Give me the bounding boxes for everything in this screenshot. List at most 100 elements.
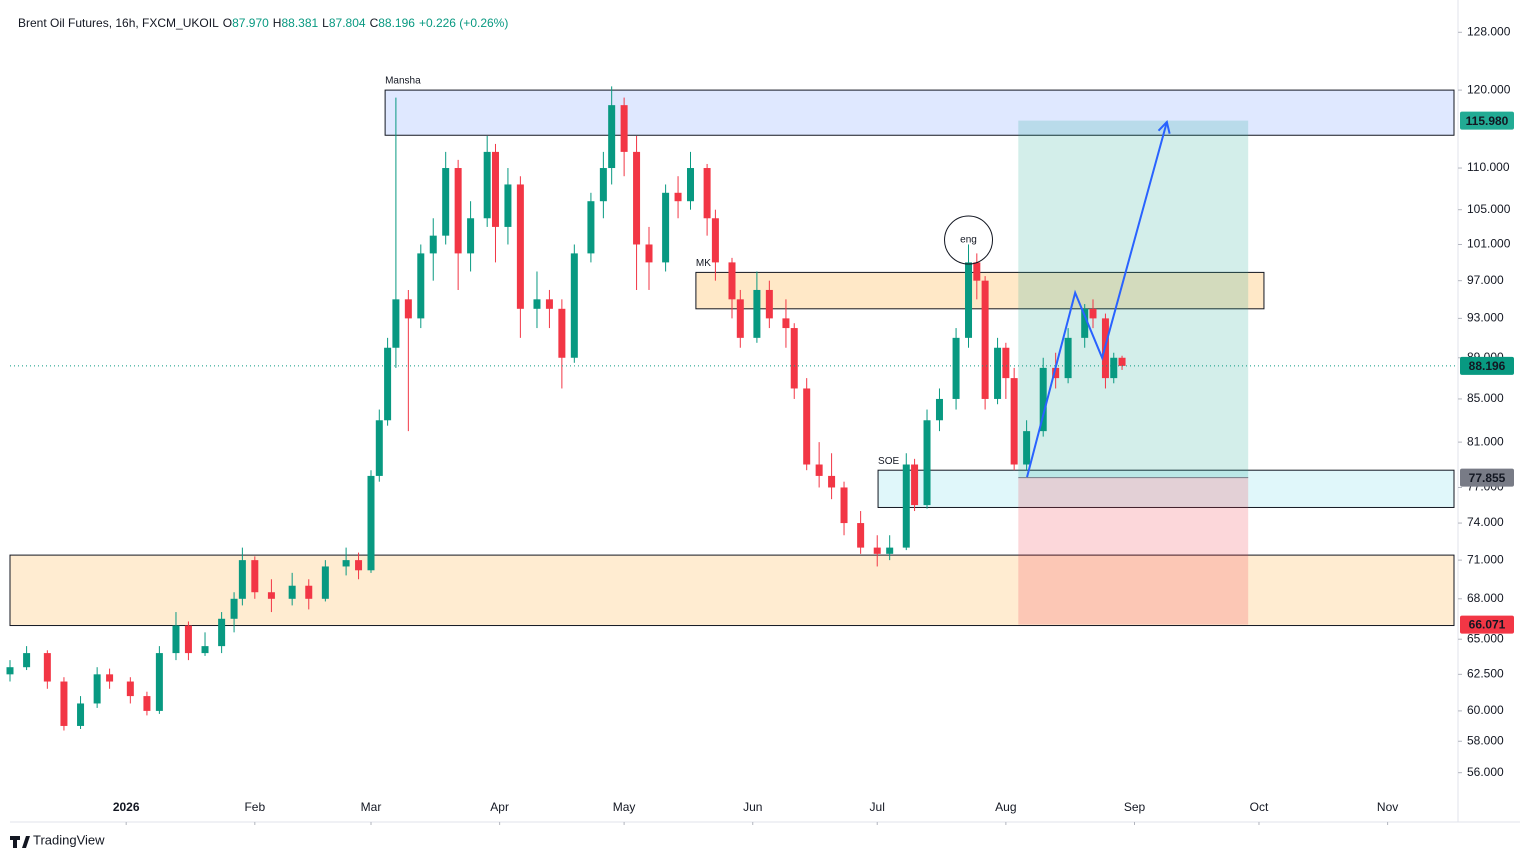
- x-tick-label: Sep: [1124, 800, 1146, 814]
- x-tick-label: May: [613, 800, 636, 814]
- candle-body: [545, 299, 553, 309]
- candle-body: [305, 585, 313, 599]
- target-area: [1018, 120, 1249, 478]
- y-tick-label: 97.000: [1467, 273, 1504, 287]
- candle-body: [533, 299, 541, 309]
- candle-body: [1052, 367, 1060, 379]
- y-tick-label: 68.000: [1467, 591, 1504, 605]
- price-label: 77.855: [1469, 471, 1506, 485]
- x-tick-label: Aug: [995, 800, 1016, 814]
- candle-body: [355, 560, 363, 571]
- y-tick-label: 58.000: [1467, 733, 1504, 747]
- candle-body: [43, 653, 51, 682]
- zone: [877, 469, 1455, 508]
- candle-body: [516, 184, 524, 309]
- y-tick-label: 74.000: [1467, 515, 1504, 529]
- candle-body: [1110, 357, 1118, 379]
- candle-body: [201, 646, 209, 654]
- candle-body: [155, 653, 163, 711]
- zone-label: MK: [696, 258, 711, 269]
- quote-key: L: [322, 16, 329, 30]
- arrow-head: [1157, 119, 1171, 134]
- forecast-path: [1026, 121, 1168, 478]
- candle-body: [790, 328, 798, 389]
- candle-body: [1089, 308, 1097, 319]
- candle-body: [857, 523, 865, 548]
- candle-body: [952, 337, 960, 399]
- annotation-circle: [944, 215, 994, 265]
- candle-body: [570, 253, 578, 358]
- candle-body: [267, 592, 275, 599]
- candle-body: [238, 560, 246, 599]
- x-tick-label: Apr: [490, 800, 509, 814]
- price-label-box: [1460, 356, 1514, 375]
- candle-body: [1081, 308, 1089, 338]
- candle-body: [736, 299, 744, 338]
- candle-body: [753, 289, 761, 338]
- candle-body: [367, 475, 375, 571]
- candle-body: [703, 168, 711, 219]
- candle-body: [923, 420, 931, 506]
- candle-body: [782, 318, 790, 329]
- y-tick-label: 101.000: [1467, 237, 1511, 251]
- candle-body: [172, 625, 180, 654]
- candle-body: [60, 681, 68, 726]
- zone: [9, 554, 1455, 627]
- candle-body: [1010, 378, 1018, 465]
- candle-body: [873, 547, 881, 554]
- candle-body: [674, 192, 682, 202]
- y-tick-label: 85.000: [1467, 391, 1504, 405]
- x-tick-label: Oct: [1250, 800, 1269, 814]
- x-tick-label: 2026: [113, 800, 140, 814]
- candle-body: [620, 105, 628, 152]
- drawings: Mansha MK SOE: [9, 76, 1455, 627]
- candle-body: [483, 151, 491, 219]
- y-tick-label: 71.000: [1467, 552, 1504, 566]
- candle-body: [840, 487, 848, 524]
- candle-body: [558, 308, 566, 358]
- candle-body: [803, 388, 811, 465]
- x-tick-label: Feb: [244, 800, 265, 814]
- y-tick-label: 60.000: [1467, 703, 1504, 717]
- candle-body: [442, 168, 450, 236]
- price-label: 88.196: [1469, 359, 1506, 373]
- candle-body: [384, 347, 392, 421]
- candle-body: [429, 235, 437, 254]
- candle-body: [184, 625, 192, 654]
- candle-body: [23, 653, 31, 668]
- candle-body: [1039, 367, 1047, 432]
- axes: 128.000 120.000 110.000 105.000 101.000 97.00…: [113, 24, 1514, 825]
- price-label-box: [1460, 111, 1514, 130]
- candle-body: [6, 667, 14, 675]
- quote-value: 87.804: [329, 16, 366, 30]
- candle-body: [828, 475, 836, 488]
- quote-value: 88.196: [378, 16, 415, 30]
- candle-body: [711, 218, 719, 263]
- annotation-label: eng: [960, 235, 977, 246]
- brand-name: TradingView: [33, 832, 105, 847]
- candle-body: [230, 598, 238, 619]
- brand-logo: [10, 836, 30, 848]
- candle-body: [728, 262, 736, 300]
- candle-body: [687, 168, 695, 202]
- candle-body: [645, 244, 653, 263]
- candle-body: [973, 262, 981, 281]
- candle-body: [93, 674, 101, 704]
- x-tick-label: Jun: [743, 800, 762, 814]
- header: Brent Oil Futures, 16h, FXCM_UKOIL O87.97…: [18, 16, 508, 30]
- y-tick-label: 93.000: [1467, 311, 1504, 325]
- candle-body: [491, 151, 499, 227]
- candle-body: [608, 105, 616, 169]
- quote-key: O: [223, 16, 232, 30]
- candle-body: [886, 547, 894, 554]
- candle-body: [321, 566, 329, 599]
- candle-body: [902, 464, 910, 548]
- zone-label: Mansha: [385, 76, 421, 87]
- candle-body: [504, 184, 512, 227]
- candle-body: [77, 703, 85, 726]
- price-label: 115.980: [1466, 114, 1509, 128]
- candle-body: [454, 168, 462, 254]
- y-tick-label: 105.000: [1467, 202, 1511, 216]
